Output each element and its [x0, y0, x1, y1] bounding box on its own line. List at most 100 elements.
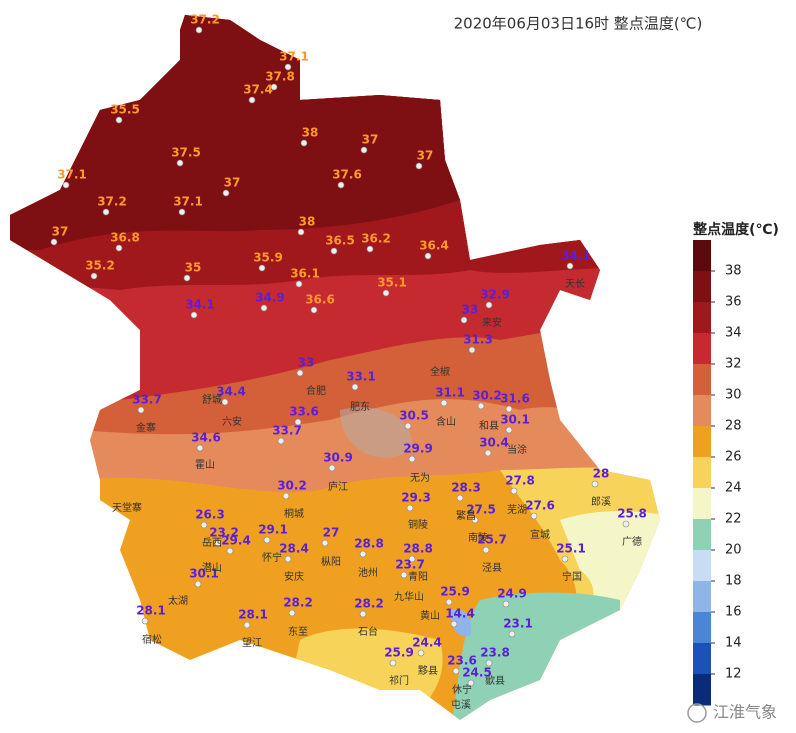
- place-name: 怀宁: [262, 551, 282, 564]
- station-value: 23.7: [395, 558, 425, 572]
- place-name: 九华山: [394, 590, 424, 603]
- station-value: 30.5: [399, 409, 429, 423]
- station-dot: [502, 600, 510, 608]
- station-dot: [115, 244, 123, 252]
- station-dot: [566, 262, 574, 270]
- station-dot: [337, 181, 345, 189]
- station-dot: [310, 306, 318, 314]
- station-dot: [258, 264, 266, 272]
- station-dot: [359, 610, 367, 618]
- station-dot: [90, 272, 98, 280]
- place-name: 宁国: [562, 570, 582, 583]
- station-dot: [477, 402, 485, 410]
- station-dot: [263, 536, 271, 544]
- station-value: 28.2: [283, 596, 313, 610]
- place-name: 来安: [482, 316, 502, 329]
- station-dot: [277, 437, 285, 445]
- legend-tick-label: 20: [725, 543, 742, 558]
- station-value: 37.4: [243, 83, 273, 97]
- place-name: 青阳: [408, 570, 428, 583]
- legend-swatch: [693, 271, 711, 303]
- station-value: 28.4: [279, 542, 309, 556]
- station-value: 28.1: [136, 604, 166, 618]
- station-dot: [270, 83, 278, 91]
- station-value: 28.1: [238, 608, 268, 622]
- legend-tick-label: 12: [725, 667, 742, 682]
- place-name: 休宁: [452, 683, 472, 696]
- station-value: 38: [302, 126, 319, 140]
- station-value: 35: [185, 261, 202, 275]
- station-value: 31.3: [463, 333, 493, 347]
- station-dot: [200, 521, 208, 529]
- station-value: 36.1: [290, 267, 320, 281]
- station-value: 30.9: [323, 451, 353, 465]
- watermark: 江淮气象: [713, 703, 777, 722]
- legend-swatch: [693, 612, 711, 644]
- station-dot: [214, 539, 222, 547]
- legend-swatch: [693, 333, 711, 365]
- legend: 38 36 34 32 30 28 26 24 22 20 18 16 14 12: [693, 240, 742, 706]
- station-value: 37.8: [265, 70, 295, 84]
- station-dot: [196, 444, 204, 452]
- station-dot: [102, 208, 110, 216]
- station-value: 36.4: [419, 239, 449, 253]
- station-value: 37.2: [190, 13, 220, 27]
- place-name: 宣城: [530, 528, 550, 541]
- station-dot: [404, 422, 412, 430]
- station-dot: [389, 659, 397, 667]
- station-dot: [141, 617, 149, 625]
- station-value: 37.6: [332, 168, 362, 182]
- place-name: 泾县: [482, 561, 502, 574]
- station-value: 33: [462, 303, 479, 317]
- station-dot: [510, 487, 518, 495]
- station-value: 28.8: [403, 542, 433, 556]
- legend-tick-label: 16: [725, 605, 742, 620]
- station-dot: [417, 649, 425, 657]
- station-dot: [505, 426, 513, 434]
- station-dot: [284, 63, 292, 71]
- station-value: 29.3: [401, 491, 431, 505]
- station-value: 30.2: [472, 389, 502, 403]
- station-dot: [288, 609, 296, 617]
- station-value: 27.6: [525, 499, 555, 513]
- station-value: 28.2: [354, 597, 384, 611]
- station-value: 35.5: [110, 103, 140, 117]
- station-dot: [62, 181, 70, 189]
- station-value: 29.1: [258, 523, 288, 537]
- station-dot: [366, 245, 374, 253]
- station-value: 34.4: [216, 385, 246, 399]
- station-dot: [408, 455, 416, 463]
- station-dot: [505, 405, 513, 413]
- place-name: 池州: [358, 566, 378, 579]
- place-name: 太湖: [168, 594, 188, 607]
- place-name: 天堂寨: [112, 501, 142, 514]
- station-dot: [226, 547, 234, 555]
- station-value: 23.8: [480, 646, 510, 660]
- station-dot: [328, 464, 336, 472]
- place-name: 含山: [436, 415, 456, 428]
- place-name: 当涂: [507, 443, 527, 456]
- station-dot: [561, 555, 569, 563]
- station-dot: [406, 504, 414, 512]
- legend-tick-label: 32: [725, 357, 742, 372]
- station-value: 30.4: [479, 436, 509, 450]
- station-value: 36.2: [361, 232, 391, 246]
- place-name: 郎溪: [591, 495, 611, 508]
- place-name: 屯溪: [451, 698, 471, 711]
- station-dot: [243, 621, 251, 629]
- station-value: 34.1: [185, 298, 215, 312]
- station-dot: [321, 539, 329, 547]
- station-value: 30.2: [277, 479, 307, 493]
- station-dot: [508, 630, 516, 638]
- legend-swatch: [693, 395, 711, 427]
- place-name: 岳西: [202, 537, 222, 549]
- station-dot: [468, 346, 476, 354]
- station-value: 31.1: [435, 386, 465, 400]
- place-name: 枞阳: [321, 555, 341, 568]
- station-value: 23.2: [209, 526, 239, 540]
- station-value: 37.1: [57, 168, 87, 182]
- station-value: 33.1: [346, 370, 376, 384]
- station-dot: [260, 304, 268, 312]
